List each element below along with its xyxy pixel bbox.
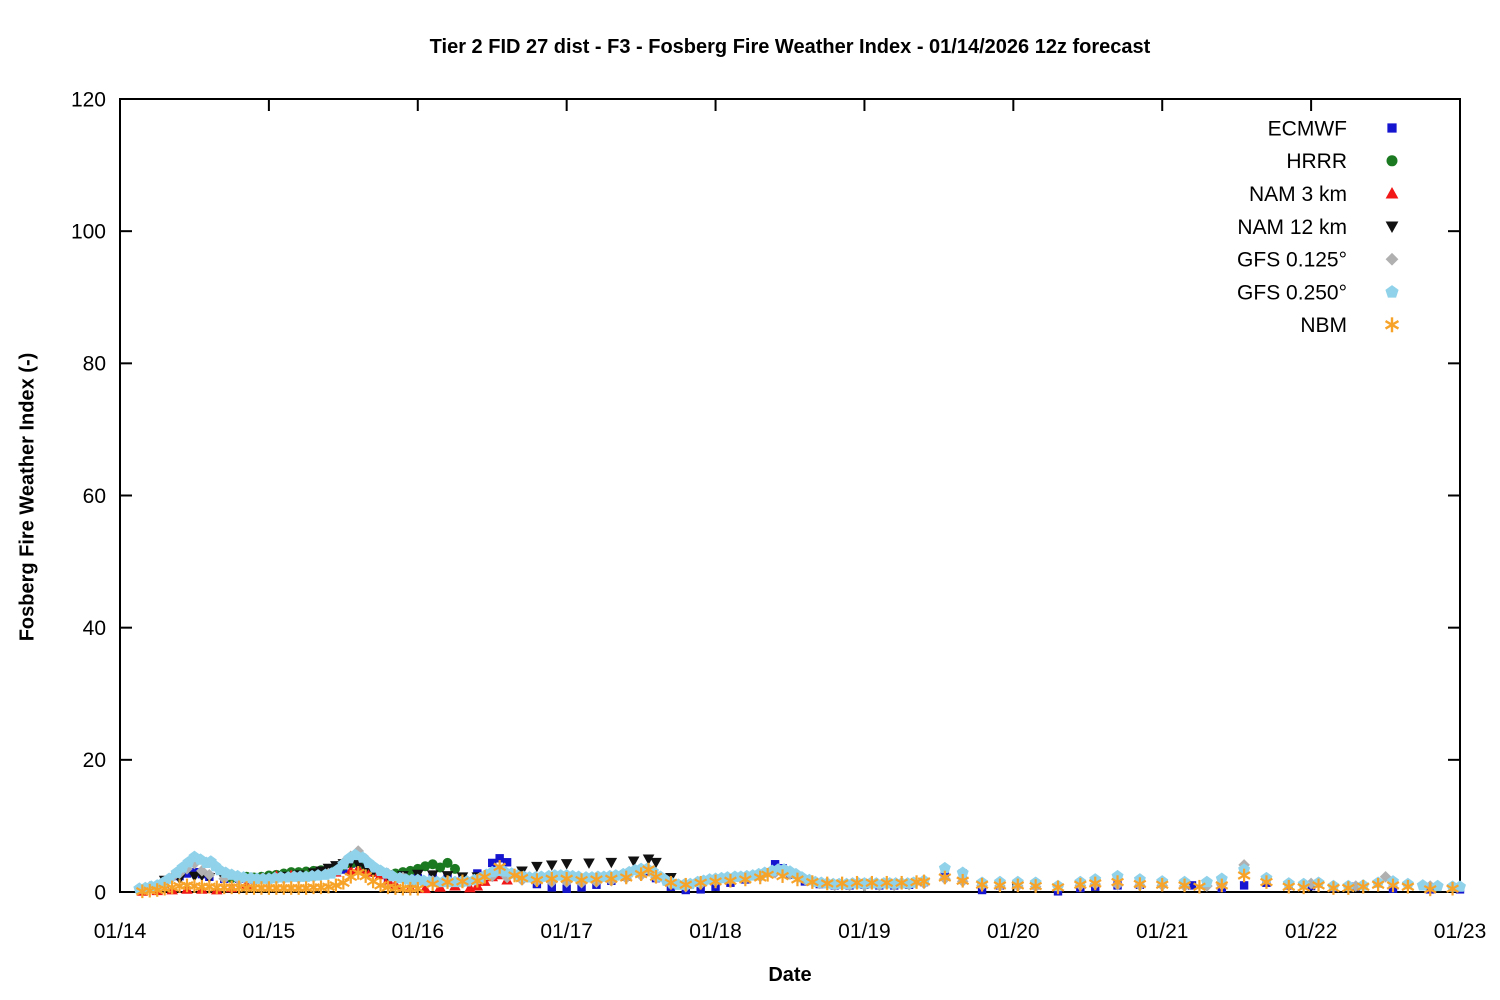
x-tick-label: 01/22: [1285, 920, 1338, 943]
legend-marker-pentagon-icon: [1385, 285, 1399, 298]
x-tick-label: 01/21: [1136, 920, 1189, 943]
legend-marker-asterisk-icon: [1384, 317, 1400, 333]
chart-title: Tier 2 FID 27 dist - F3 - Fosberg Fire W…: [429, 36, 1151, 58]
legend-label: NBM: [1300, 314, 1347, 337]
legend-entry-gfs-0-125-: GFS 0.125°: [1237, 249, 1399, 272]
legend-entry-ecmwf: ECMWF: [1268, 117, 1397, 140]
y-tick-label: 100: [71, 221, 106, 244]
series-nbm: [135, 860, 1459, 899]
x-tick-label: 01/20: [987, 920, 1040, 943]
x-tick-label: 01/17: [540, 920, 593, 943]
y-tick-label: 20: [83, 749, 106, 772]
legend-label: NAM 12 km: [1237, 216, 1347, 239]
x-tick-label: 01/15: [243, 920, 296, 943]
legend-label: GFS 0.125°: [1237, 249, 1347, 272]
x-tick-label: 01/18: [689, 920, 742, 943]
legend-label: ECMWF: [1268, 117, 1347, 140]
legend-label: NAM 3 km: [1249, 183, 1347, 206]
y-tick-label: 0: [94, 881, 106, 904]
legend-entry-hrrr: HRRR: [1286, 150, 1398, 173]
y-tick-label: 60: [83, 485, 106, 508]
legend-label: GFS 0.250°: [1237, 281, 1347, 304]
legend-marker-circle-icon: [1386, 155, 1398, 167]
legend-marker-square-icon: [1387, 123, 1397, 133]
legend-marker-diamond-icon: [1385, 252, 1399, 266]
x-tick-label: 01/19: [838, 920, 891, 943]
legend-entry-nam-12-km: NAM 12 km: [1237, 216, 1399, 239]
x-axis-title: Date: [768, 964, 812, 986]
legend-marker-triangle-up-icon: [1385, 187, 1399, 199]
legend-marker-triangle-down-icon: [1385, 221, 1399, 233]
legend-entry-nam-3-km: NAM 3 km: [1249, 183, 1399, 206]
x-tick-label: 01/23: [1434, 920, 1487, 943]
legend-entry-nbm: NBM: [1300, 314, 1400, 337]
y-tick-label: 120: [71, 88, 106, 111]
x-tick-label: 01/16: [391, 920, 444, 943]
legend-entry-gfs-0-250-: GFS 0.250°: [1237, 281, 1399, 304]
y-tick-label: 80: [83, 353, 106, 376]
legend-label: HRRR: [1286, 150, 1347, 173]
legend: ECMWF HRRR NAM 3 km NAM 12 km GFS 0.125° GFS …: [1237, 117, 1400, 337]
y-tick-label: 40: [83, 617, 106, 640]
x-tick-label: 01/14: [94, 920, 147, 943]
